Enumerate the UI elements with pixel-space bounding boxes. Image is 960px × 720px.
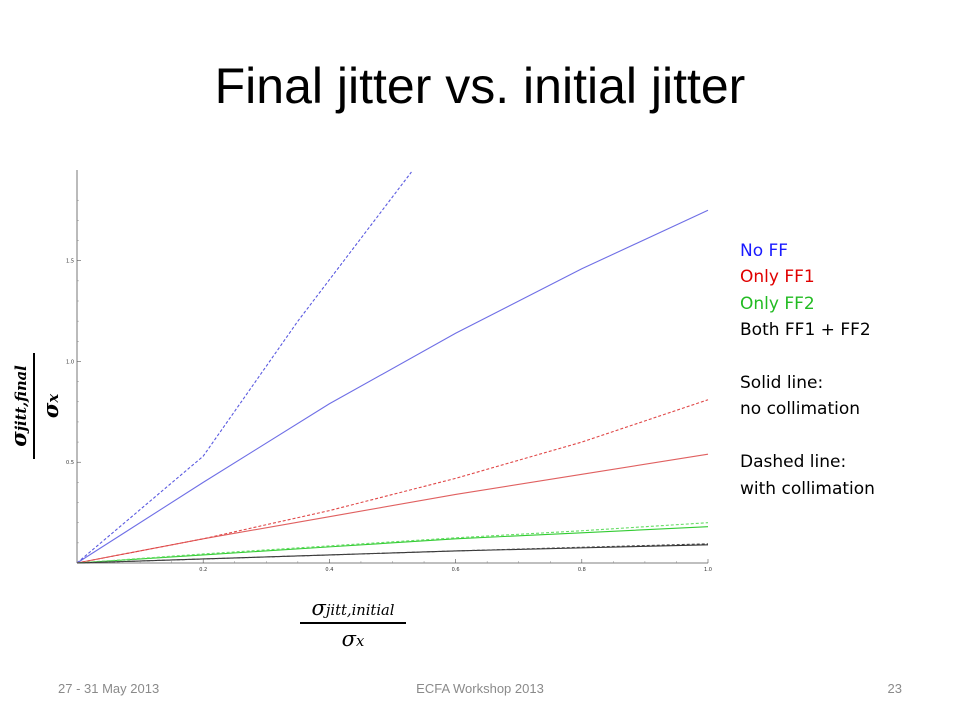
legend-dashed-heading: Dashed line:	[740, 452, 847, 473]
legend-entry-only-ff1: Only FF1	[740, 267, 815, 288]
series-line-both-ff1-ff2-dashed	[76, 543, 709, 564]
x-tick-label: 0.4	[325, 567, 333, 573]
series-line-no-ff-solid	[76, 209, 709, 564]
y-axis-label: σjitt,final σx	[6, 353, 63, 459]
chart-axes	[76, 170, 708, 564]
legend-spacer-2	[740, 423, 875, 449]
legend-solid-heading: Solid line:	[740, 372, 824, 393]
x-axis-label-numerator: σjitt,initial	[311, 596, 395, 620]
y-tick-label: 1.0	[66, 359, 74, 365]
series-line-only-ff2-solid	[76, 526, 709, 564]
x-tick-label: 0.2	[199, 567, 207, 573]
series-line-only-ff1-dashed	[76, 399, 709, 564]
chart-ticks: 0.2 0.4 0.6 0.8 1.0 0.5 1.0 1.5	[66, 200, 712, 573]
legend-spacer	[740, 344, 875, 370]
x-tick-label: 1.0	[704, 567, 712, 573]
slide-title: Final jitter vs. initial jitter	[214, 58, 746, 114]
y-tick-label: 0.5	[66, 460, 74, 466]
y-axis-label-fraction-bar	[33, 353, 35, 459]
y-tick-label: 1.5	[66, 259, 74, 265]
legend-entry-both: Both FF1 + FF2	[740, 320, 871, 341]
series-line-no-ff-dashed	[76, 171, 412, 564]
chart-series	[76, 171, 709, 564]
y-axis-label-denominator: σx	[37, 393, 63, 419]
legend-entry-only-ff2: Only FF2	[740, 293, 815, 314]
series-line-both-ff1-ff2-solid	[76, 544, 709, 564]
x-axis-label-denominator: σx	[341, 626, 365, 651]
x-tick-label: 0.8	[578, 567, 586, 573]
footer-event: ECFA Workshop 2013	[416, 681, 544, 696]
series-line-only-ff2-dashed	[76, 522, 709, 564]
x-axis-label: σjitt,initial σx	[300, 596, 406, 651]
legend-solid-text: no collimation	[740, 399, 861, 420]
legend-entry-no-ff: No FF	[740, 241, 789, 261]
y-axis-label-wrap: σjitt,final σx	[6, 353, 78, 459]
x-tick-label: 0.6	[452, 567, 460, 573]
footer-date: 27 - 31 May 2013	[58, 681, 160, 696]
footer-page-number: 23	[887, 681, 902, 696]
x-axis-label-fraction-bar	[300, 622, 406, 624]
y-axis-label-numerator: σjitt,final	[6, 365, 31, 447]
legend-dashed-text: with collimation	[740, 478, 875, 499]
legend: No FF Only FF1 Only FF2 Both FF1 + FF2 S…	[740, 238, 875, 502]
